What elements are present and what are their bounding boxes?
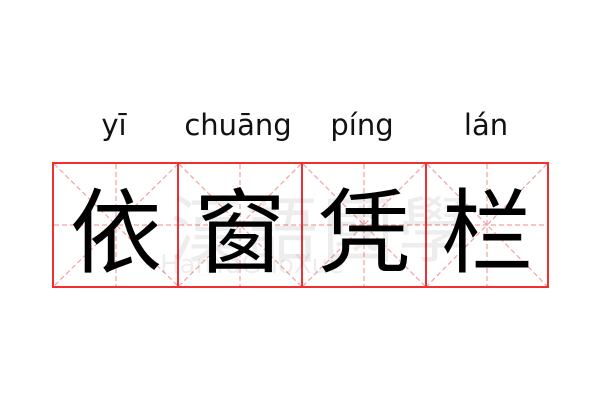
grid-guide-lines [179,164,301,286]
grid-guide-lines [427,164,547,286]
guide-line [427,164,547,286]
character-3: 凭 [317,179,410,287]
guide-line [179,164,301,286]
pinyin-2: chuāng [184,108,292,142]
pinyin-4: lán [463,108,509,142]
pinyin-3: píng [330,108,394,142]
character-cell-2: 窗 [177,164,301,287]
character-1: 依 [69,179,162,287]
guide-line [54,164,178,286]
pinyin-1: yī [101,108,127,142]
character-grid: 依 窗 凭 栏 [52,162,549,288]
guide-line [179,164,301,286]
grid-guide-lines [303,164,425,286]
character-2: 窗 [193,179,286,287]
character-4: 栏 [440,179,533,287]
guide-line [303,164,425,286]
guide-line [54,164,178,286]
character-cell-4: 栏 [425,164,547,287]
guide-line [427,164,547,286]
character-cell-3: 凭 [301,164,425,287]
guide-line [303,164,425,286]
character-cell-1: 依 [54,164,178,287]
grid-guide-lines [54,164,178,286]
